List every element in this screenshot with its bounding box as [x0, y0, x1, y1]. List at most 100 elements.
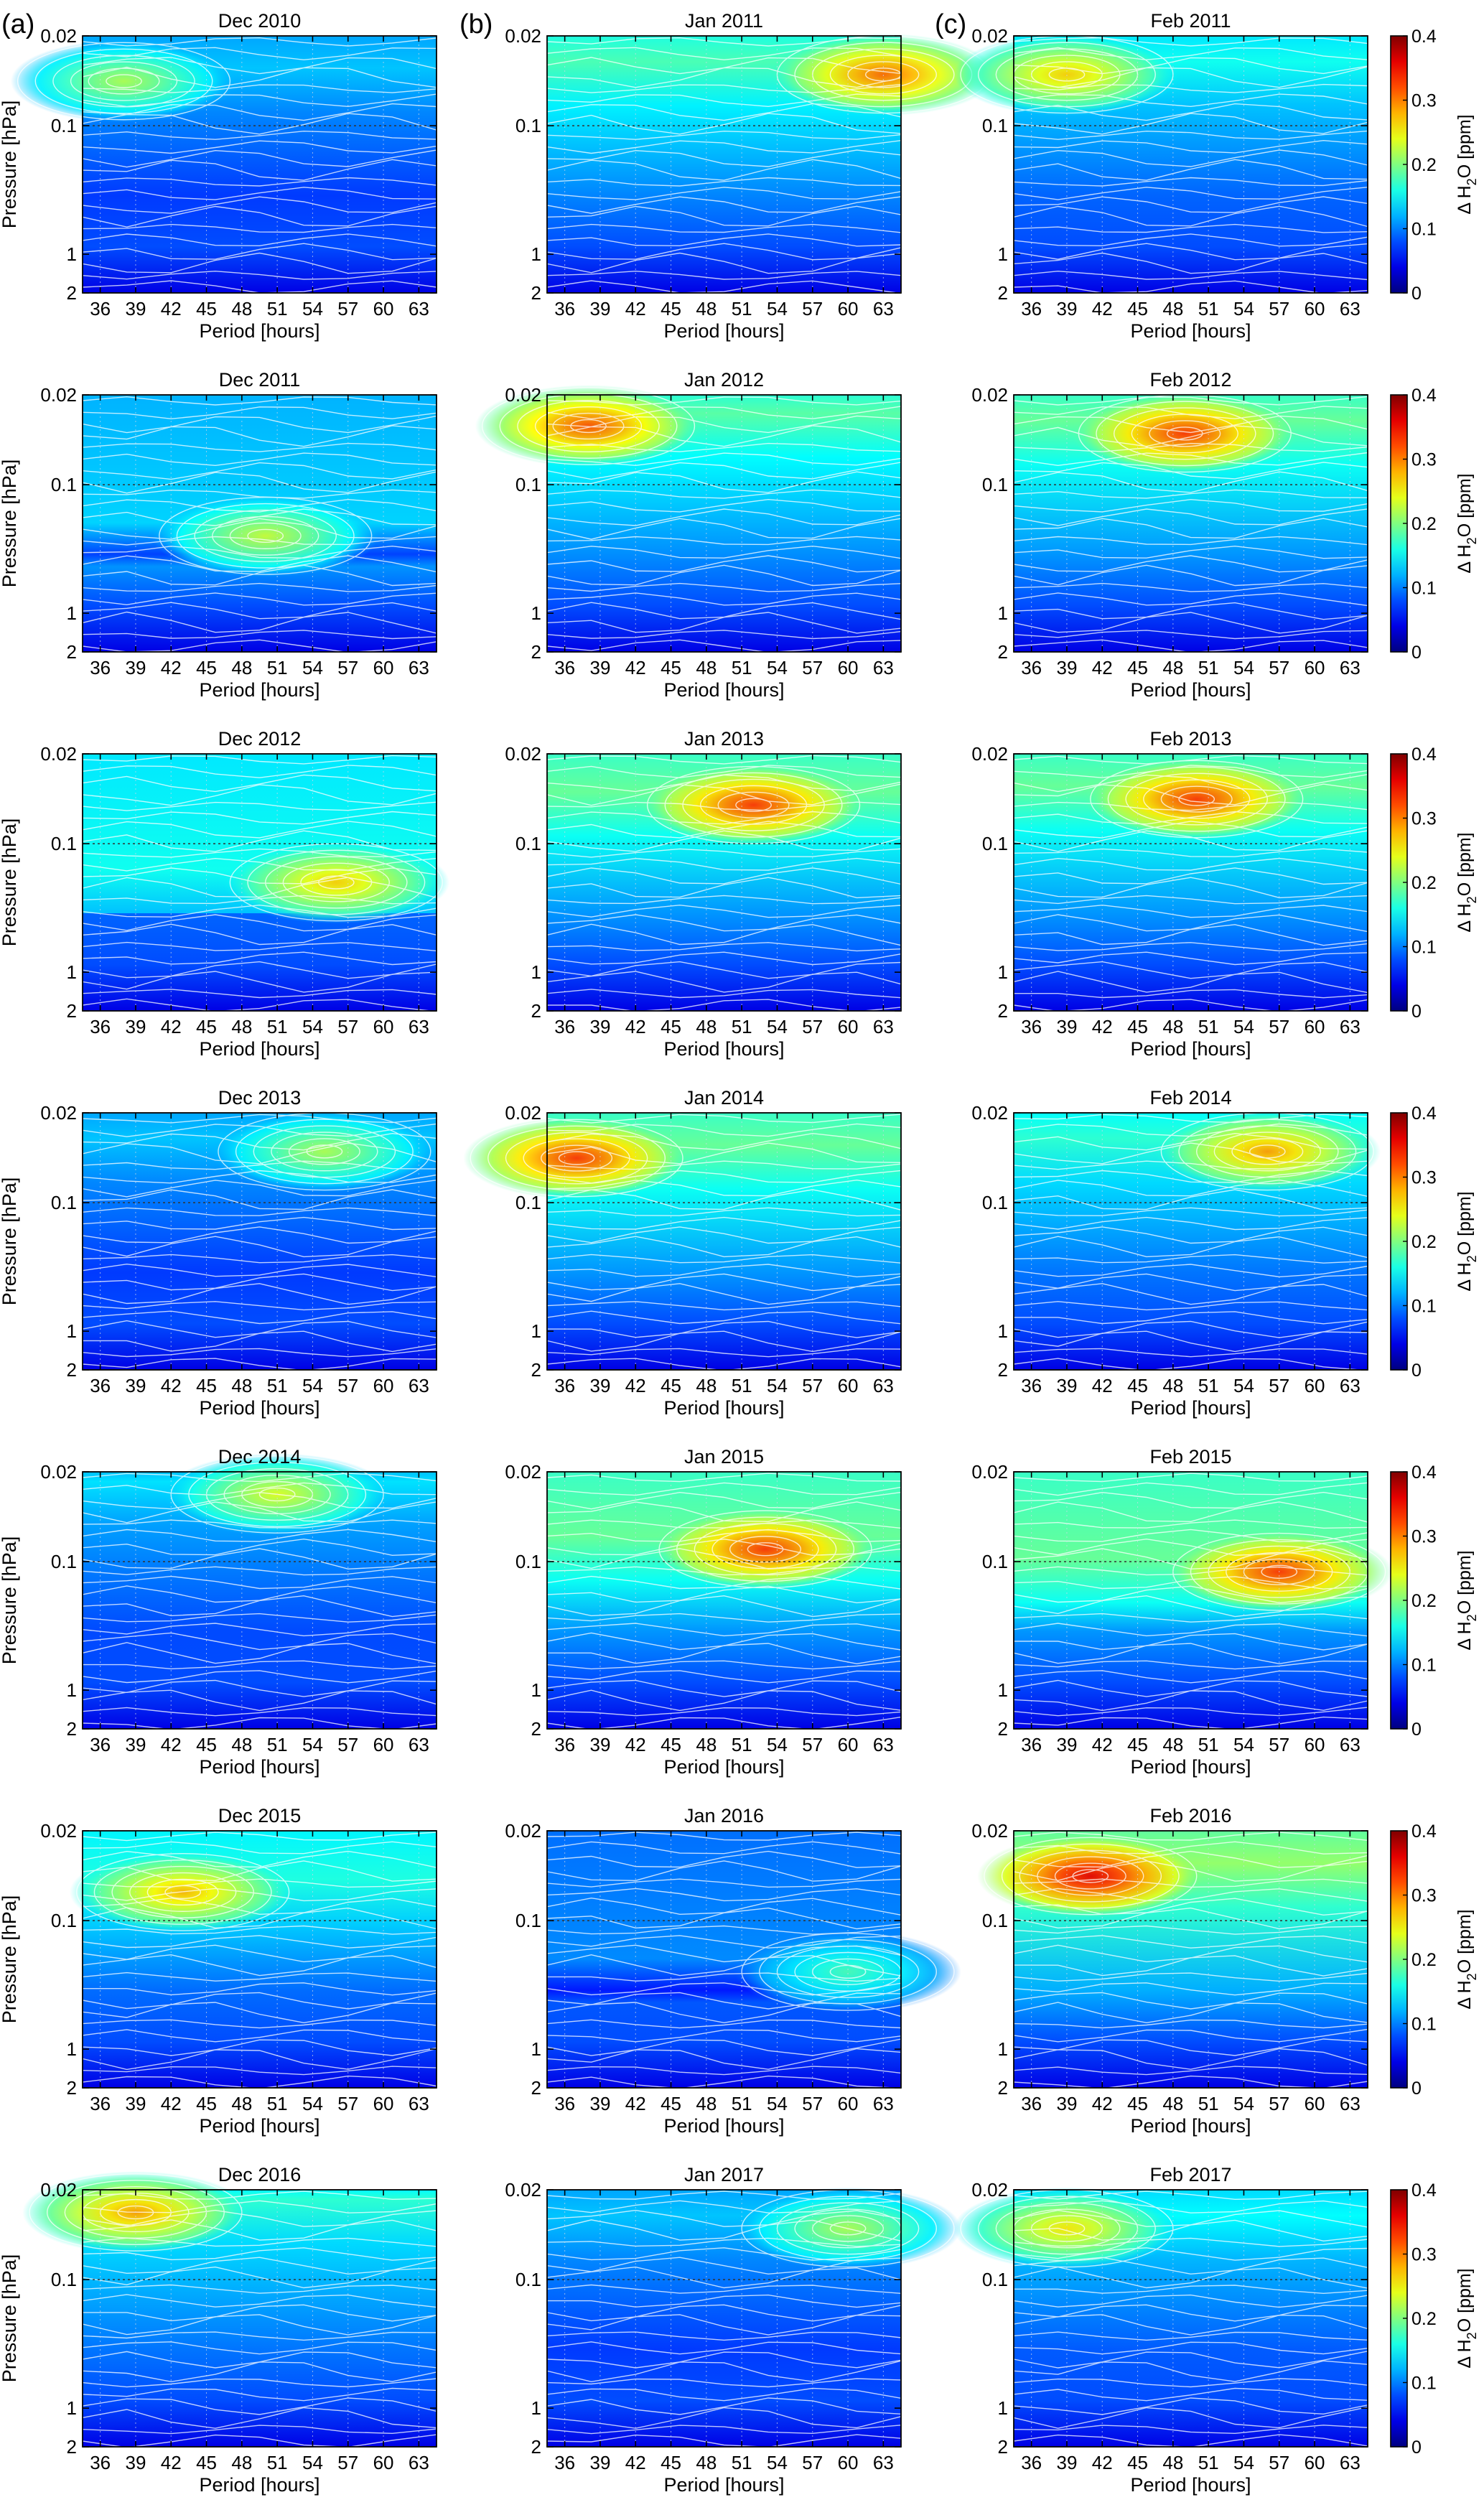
- x-axis-label: Period [hours]: [663, 679, 784, 701]
- x-tick-label: 48: [696, 298, 717, 319]
- contour-line: [546, 83, 902, 93]
- contour-line: [1013, 1982, 1368, 1996]
- x-tick-label: 39: [589, 1375, 610, 1396]
- panel-title: Dec 2015: [218, 1805, 302, 1826]
- y-tick-label: 0.02: [40, 25, 77, 47]
- contour-line: [82, 895, 437, 905]
- contour-line: [1013, 2002, 1368, 2024]
- contour-ring: [759, 2196, 938, 2262]
- contour-line: [546, 592, 902, 606]
- panel-title: Dec 2016: [218, 2164, 302, 2185]
- contour-line: [82, 1207, 437, 1217]
- contour-line: [82, 2002, 437, 2024]
- x-tick-label: 54: [302, 1734, 323, 1755]
- contour-line: [82, 1310, 437, 1325]
- contour-line: [82, 103, 437, 121]
- y-tick-label: 0.1: [982, 1551, 1008, 1572]
- x-tick-label: 48: [696, 1016, 717, 1037]
- panel-frame: [1013, 1471, 1368, 1730]
- contour-line: [546, 1860, 902, 1882]
- x-tick-label: 39: [589, 298, 610, 319]
- x-tick-label: 60: [373, 2452, 394, 2473]
- contour-line: [546, 2237, 902, 2247]
- y-tick-label: 0.1: [982, 1910, 1008, 1931]
- contour-line: [1013, 1160, 1368, 1170]
- colorbar-tick-label: 0.2: [1411, 1950, 1437, 1970]
- x-tick-label: 63: [409, 1734, 429, 1755]
- y-tick-label: 2: [998, 2436, 1008, 2458]
- y-axis-label: Pressure [hPa]: [0, 101, 20, 229]
- contour-line: [546, 1707, 902, 1717]
- x-tick-label: 36: [554, 657, 575, 678]
- contour-line: [1013, 592, 1368, 607]
- colorbar-tick-label: 0.4: [1411, 745, 1437, 765]
- y-tick-label: 1: [67, 2397, 77, 2419]
- contour-line: [82, 252, 437, 274]
- y-tick-label: 2: [67, 1718, 77, 1740]
- colorbar-tick-label: 0.4: [1411, 386, 1437, 406]
- x-tick-label: 63: [873, 2093, 894, 2114]
- contour-line: [546, 2066, 902, 2076]
- y-axis-label: Pressure [hPa]: [0, 1895, 20, 2024]
- colorbar-group: 0 0.1 0.2 0.3 0.4 Δ H2O [ppm] 0 0.1 0.2 0.3 0.4 Δ H…: [1390, 27, 1479, 2458]
- x-tick-label: 42: [1092, 2452, 1113, 2473]
- contour-ring: [1019, 1849, 1162, 1903]
- contour-line: [546, 1132, 902, 1151]
- contour-line: [1013, 1207, 1368, 1217]
- contour-line: [82, 857, 437, 872]
- x-tick-label: 45: [196, 2452, 217, 2473]
- contour-line: [1013, 895, 1368, 905]
- x-tick-label: 45: [1127, 2093, 1148, 2114]
- contour-line: [546, 1585, 902, 1604]
- colorbar-tick-label: 0.2: [1411, 2309, 1437, 2329]
- contour-line: [546, 1935, 902, 1949]
- panel-frame: [1013, 1112, 1368, 1371]
- contour-ring: [229, 522, 302, 549]
- x-tick-label: 39: [125, 1375, 146, 1396]
- contour-line: [1013, 498, 1368, 513]
- y-tick-label: 0.02: [971, 1102, 1008, 1124]
- x-tick-label: 39: [125, 1016, 146, 1037]
- contour-line: [1014, 989, 1368, 999]
- panel-7: Dec 2012 36 39 42 45 48 51 54 57 60 63 Period [hour…: [0, 728, 450, 1060]
- y-tick-label: 1: [531, 602, 541, 624]
- y-tick-label: 2: [998, 1359, 1008, 1381]
- contour-line: [546, 1320, 902, 1338]
- panel-19: Dec 2016 36 39 42 45 48 51 54 57 60 63 Period [hour…: [0, 2164, 437, 2496]
- x-tick-label: 48: [231, 1016, 252, 1037]
- x-tick-label: 42: [1092, 1734, 1113, 1755]
- contour-line: [546, 1566, 902, 1576]
- contour-ring: [106, 74, 142, 88]
- colorbar-tick-label: 0: [1411, 2437, 1422, 2458]
- contour-line: [1013, 755, 1368, 765]
- x-axis-label: Period [hours]: [1130, 679, 1251, 701]
- contour-line: [546, 1310, 902, 1325]
- contour-line: [546, 801, 902, 811]
- contour-line: [1014, 1633, 1368, 1651]
- contour-ring: [265, 856, 408, 909]
- y-tick-label: 0.02: [505, 25, 541, 47]
- contour-line: [1013, 867, 1368, 885]
- field-background: [547, 1472, 901, 1729]
- contour-line: [546, 2360, 902, 2383]
- contour-ring: [481, 387, 696, 465]
- contour-line: [82, 2048, 437, 2071]
- contour-line: [82, 159, 437, 181]
- contour-lines: [960, 35, 1368, 294]
- panel-frame: [546, 1112, 902, 1371]
- contour-ring: [1090, 760, 1304, 839]
- panel-frame: [82, 1830, 437, 2089]
- x-axis-label: Period [hours]: [1130, 1397, 1251, 1419]
- panel-title: Jan 2014: [684, 1087, 764, 1109]
- x-tick-label: 39: [125, 298, 146, 319]
- contour-line: [82, 2284, 437, 2294]
- y-tick-label: 1: [531, 2038, 541, 2060]
- contour-line: [1013, 2341, 1368, 2355]
- contour-line: [1013, 1283, 1368, 1305]
- contour-line: [1013, 2397, 1368, 2415]
- contour-line: [82, 187, 437, 200]
- contour-line: [546, 1519, 902, 1529]
- contour-line: [82, 564, 437, 587]
- y-tick-label: 0.02: [505, 384, 541, 406]
- contour-line: [1014, 1311, 1368, 1325]
